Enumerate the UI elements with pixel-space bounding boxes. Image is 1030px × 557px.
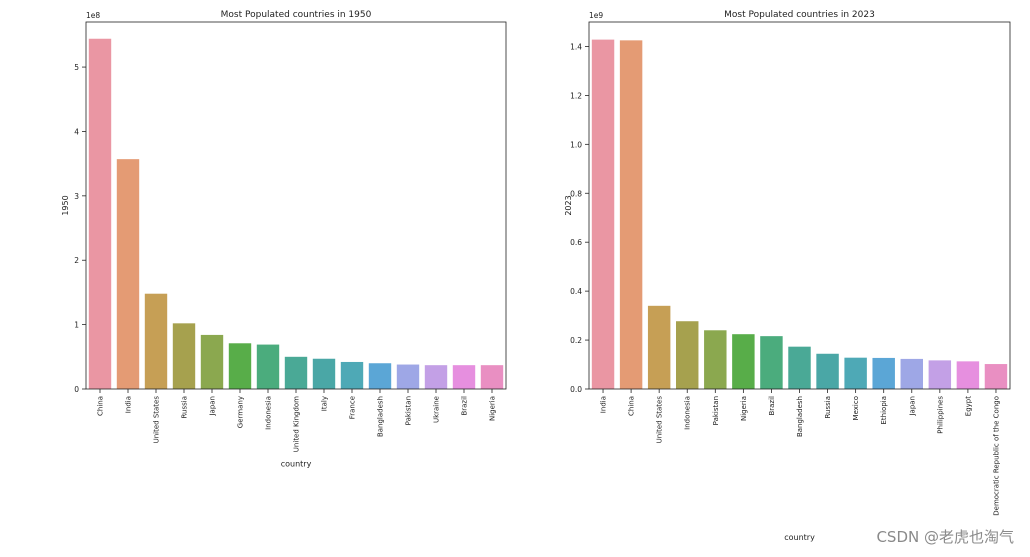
chart2-ytick-label-3: 0.6 bbox=[570, 238, 582, 247]
chart1-offset-text: 1e8 bbox=[86, 11, 100, 20]
chart2-offset-text: 1e9 bbox=[589, 11, 603, 20]
chart2-bar-13 bbox=[956, 361, 980, 389]
chart1-xtick-label-6: Indonesia bbox=[265, 396, 273, 430]
chart2-xtick-label-0: India bbox=[600, 396, 608, 413]
chart1-bar-8 bbox=[312, 358, 336, 389]
chart1-bar-1 bbox=[116, 159, 140, 389]
chart2-xtick-label-5: Nigeria bbox=[740, 396, 748, 421]
chart2-xtick-label-11: Japan bbox=[908, 396, 916, 417]
chart1-bar-12 bbox=[424, 365, 448, 389]
chart1-ylabel: 1950 bbox=[61, 195, 70, 215]
chart1-xtick-label-0: China bbox=[97, 396, 105, 416]
chart2-xtick-label-13: Egypt bbox=[964, 396, 972, 416]
chart1-bar-4 bbox=[200, 334, 224, 389]
chart2-bar-5 bbox=[732, 334, 755, 389]
chart2-bar-12 bbox=[928, 360, 952, 389]
chart1-bar-7 bbox=[284, 356, 308, 389]
chart1-xtick-label-1: India bbox=[125, 396, 133, 413]
chart2-ytick-label-2: 0.4 bbox=[570, 287, 582, 296]
chart2-xtick-label-8: Russia bbox=[824, 396, 832, 419]
chart2-ytick-label-7: 1.4 bbox=[570, 42, 582, 51]
chart1-xtick-label-3: Russia bbox=[181, 396, 189, 419]
chart2-ylabel: 2023 bbox=[564, 195, 573, 215]
chart2-ytick-label-6: 1.2 bbox=[570, 91, 582, 100]
chart1-xtick-label-8: Italy bbox=[321, 396, 329, 411]
chart1-xlabel: country bbox=[281, 459, 312, 468]
chart2-xtick-label-12: Philippines bbox=[936, 396, 944, 434]
watermark: CSDN @老虎也淘气 bbox=[876, 528, 1014, 546]
chart2-ytick-label-1: 0.2 bbox=[570, 336, 582, 345]
chart2-bar-2 bbox=[647, 305, 671, 389]
chart2-xtick-label-1: China bbox=[628, 396, 636, 416]
chart2-xtick-label-14: Democratic Republic of the Congo bbox=[992, 396, 1000, 516]
chart2-xtick-label-6: Brazil bbox=[768, 396, 776, 416]
chart2-bar-4 bbox=[704, 330, 727, 389]
chart1-ytick-label-4: 4 bbox=[74, 127, 79, 136]
chart2-bar-10 bbox=[872, 357, 895, 389]
chart1-xtick-label-7: United Kingdom bbox=[293, 396, 301, 452]
chart1-bar-11 bbox=[396, 364, 420, 389]
chart2-xtick-label-3: Indonesia bbox=[684, 396, 692, 430]
chart1-ytick-label-5: 5 bbox=[74, 63, 79, 72]
chart1-title: Most Populated countries in 1950 bbox=[221, 10, 372, 20]
chart1-bar-14 bbox=[480, 365, 504, 389]
chart2-bar-14 bbox=[984, 364, 1008, 389]
chart2-bar-8 bbox=[816, 353, 839, 389]
chart1-xtick-label-9: France bbox=[349, 396, 357, 419]
chart2-bar-9 bbox=[844, 357, 867, 389]
chart1-bar-9 bbox=[340, 361, 364, 389]
chart1-xtick-label-12: Ukraine bbox=[433, 396, 441, 423]
chart1-bar-0 bbox=[88, 38, 112, 389]
chart2-xtick-label-9: Mexico bbox=[852, 396, 860, 420]
chart2-xtick-label-10: Ethiopia bbox=[880, 396, 888, 425]
chart1-xtick-label-5: Germany bbox=[237, 396, 245, 428]
chart2-bar-3 bbox=[676, 321, 699, 389]
chart1-bar-13 bbox=[452, 365, 476, 389]
chart1-ytick-label-0: 0 bbox=[74, 385, 79, 394]
chart2-ytick-label-0: 0.0 bbox=[570, 385, 582, 394]
chart1-xtick-label-4: Japan bbox=[209, 396, 217, 417]
chart1-xtick-label-13: Brazil bbox=[461, 396, 469, 416]
chart2-xtick-label-2: United States bbox=[656, 396, 664, 444]
chart1-ytick-label-1: 1 bbox=[74, 321, 79, 330]
chart1-bar-5 bbox=[228, 343, 252, 389]
chart1-xtick-label-2: United States bbox=[153, 396, 161, 444]
chart1-bar-2 bbox=[144, 293, 168, 389]
chart1-bar-3 bbox=[172, 323, 196, 389]
chart2-xlabel: country bbox=[784, 533, 815, 542]
chart2-bar-6 bbox=[760, 336, 783, 389]
chart2-bar-7 bbox=[788, 346, 811, 389]
chart1-ytick-label-2: 2 bbox=[74, 256, 79, 265]
chart1-ytick-label-3: 3 bbox=[74, 192, 79, 201]
chart2-xtick-label-7: Bangladesh bbox=[796, 396, 804, 437]
chart2-ytick-label-5: 1.0 bbox=[570, 140, 582, 149]
chart2-bar-0 bbox=[591, 39, 615, 390]
chart2-ytick-label-4: 0.8 bbox=[570, 189, 582, 198]
chart2-bar-11 bbox=[900, 358, 923, 389]
chart1-xtick-label-14: Nigeria bbox=[489, 396, 497, 421]
chart2-xtick-label-4: Pakistan bbox=[712, 396, 720, 425]
chart2-title: Most Populated countries in 2023 bbox=[724, 10, 875, 20]
chart1-xtick-label-10: Bangladesh bbox=[377, 396, 385, 437]
chart1-xtick-label-11: Pakistan bbox=[405, 396, 413, 425]
chart1-bar-6 bbox=[256, 344, 280, 389]
chart2-bar-1 bbox=[619, 40, 643, 389]
chart1-bar-10 bbox=[368, 363, 392, 389]
